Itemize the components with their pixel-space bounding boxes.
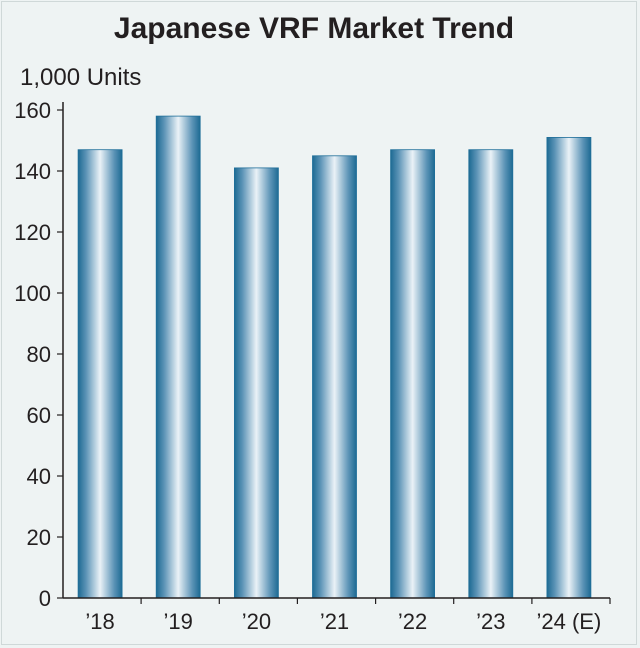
x-tick-label: ’23 [476, 609, 505, 634]
x-tick-label: ’19 [164, 609, 193, 634]
bar-3 [312, 155, 357, 599]
y-tick-label: 100 [14, 281, 51, 306]
y-tick-label: 60 [27, 403, 51, 428]
x-tick-label: ’24 (E) [537, 609, 602, 634]
x-tick-label: ’22 [398, 609, 427, 634]
y-tick-label: 0 [39, 586, 51, 611]
y-tick-label: 160 [14, 98, 51, 123]
bar-4 [390, 149, 436, 599]
x-tick-label: ’18 [85, 609, 114, 634]
y-tick-label: 120 [14, 220, 51, 245]
bar-2 [233, 167, 279, 599]
x-tick-label: ’21 [320, 609, 349, 634]
x-tick-label: ’20 [242, 609, 271, 634]
bar-0 [77, 149, 123, 599]
bar-6 [546, 136, 592, 599]
y-axis-unit-label: 1,000 Units [20, 64, 142, 91]
y-tick-label: 80 [27, 342, 51, 367]
chart-title: Japanese VRF Market Trend [113, 12, 515, 45]
y-tick-label: 40 [27, 464, 51, 489]
y-tick-label: 140 [14, 159, 51, 184]
bar-1 [155, 115, 201, 599]
y-tick-label: 20 [27, 525, 51, 550]
bar-5 [468, 149, 514, 599]
